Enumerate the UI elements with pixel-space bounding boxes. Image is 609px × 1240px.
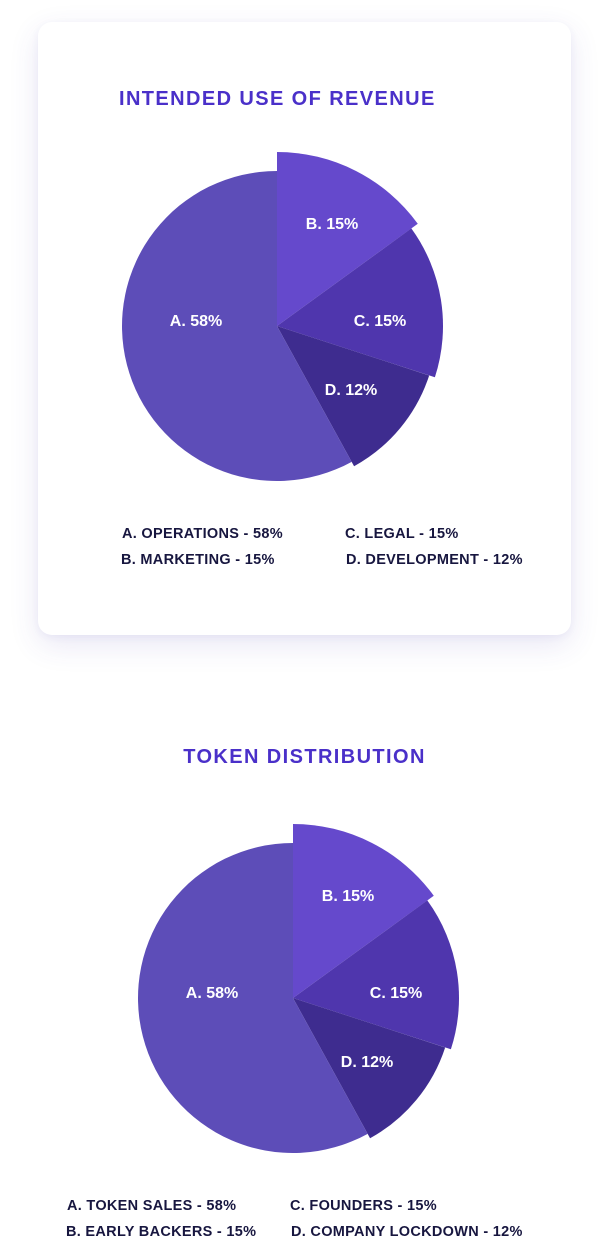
revenue-slice-a-label: A. 58% <box>170 313 222 330</box>
token-legend-a: A. TOKEN SALES - 58% <box>67 1198 237 1214</box>
revenue-slice-a <box>122 171 352 482</box>
token-chart-title: TOKEN DISTRIBUTION <box>183 746 426 768</box>
token-slice-b-label: B. 15% <box>322 888 374 905</box>
revenue-chart-title: INTENDED USE OF REVENUE <box>119 88 436 110</box>
token-legend-d: D. COMPANY LOCKDOWN - 12% <box>291 1224 523 1240</box>
revenue-slice-d <box>277 326 430 467</box>
token-slice-a-label: A. 58% <box>186 985 238 1002</box>
revenue-slice-c <box>277 228 444 378</box>
revenue-pie-chart: B. 15% C. 15% D. 12% A. 58% <box>122 152 444 482</box>
token-slice-a <box>138 843 368 1153</box>
token-slice-d <box>293 998 446 1139</box>
token-legend-c: C. FOUNDERS - 15% <box>290 1198 437 1214</box>
token-slice-c-label: C. 15% <box>370 985 422 1002</box>
revenue-slice-b <box>277 152 418 326</box>
revenue-legend-c: C. LEGAL - 15% <box>345 526 459 542</box>
token-pie-chart: B. 15% C. 15% D. 12% A. 58% <box>138 824 460 1153</box>
revenue-legend-b: B. MARKETING - 15% <box>121 552 275 568</box>
revenue-slice-c-label: C. 15% <box>354 313 406 330</box>
token-slice-b <box>293 824 434 998</box>
revenue-legend-a: A. OPERATIONS - 58% <box>122 526 283 542</box>
revenue-legend-d: D. DEVELOPMENT - 12% <box>346 552 523 568</box>
token-slice-c <box>293 900 460 1050</box>
token-legend-b: B. EARLY BACKERS - 15% <box>66 1224 257 1240</box>
revenue-slice-d-label: D. 12% <box>325 382 377 399</box>
revenue-slice-b-label: B. 15% <box>306 216 358 233</box>
token-slice-d-label: D. 12% <box>341 1054 393 1071</box>
